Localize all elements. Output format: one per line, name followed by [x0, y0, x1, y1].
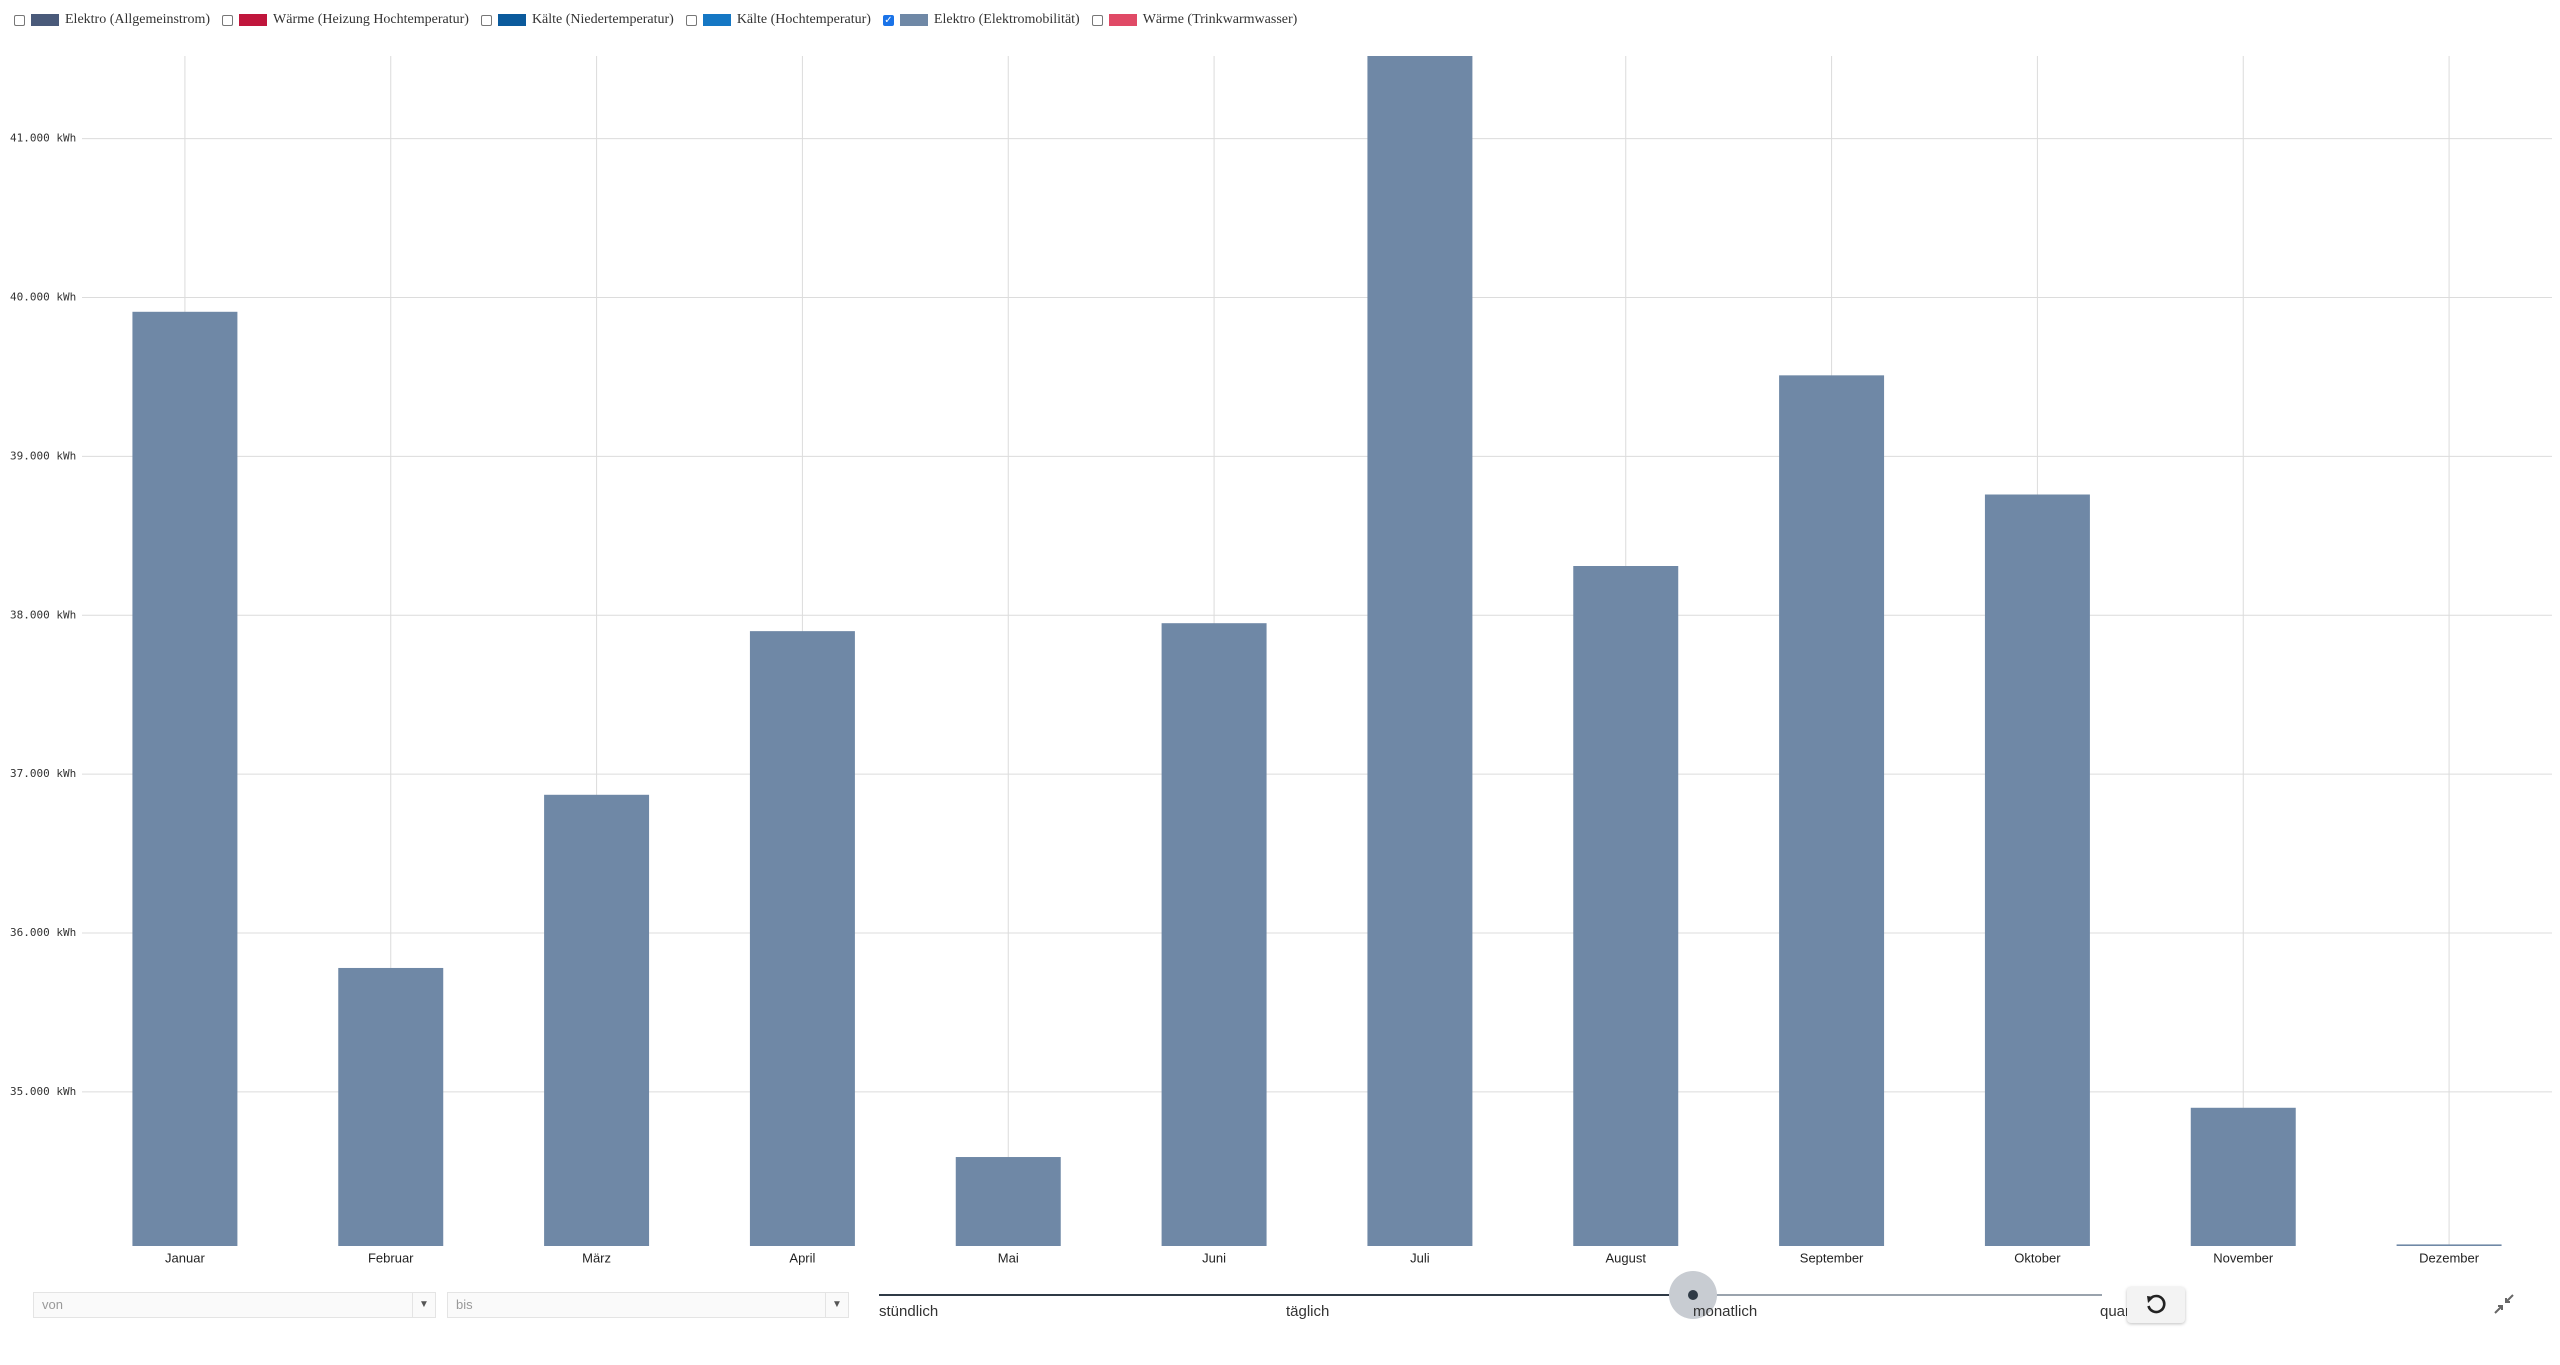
y-tick-label: 36.000 kWh — [10, 926, 76, 939]
legend-label: Kälte (Hochtemperatur) — [736, 12, 871, 27]
collapse-icon[interactable] — [2492, 1292, 2516, 1316]
legend-label: Wärme (Heizung Hochtemperatur) — [273, 12, 469, 27]
reset-icon — [2147, 1294, 2166, 1314]
bar — [1984, 494, 2090, 1246]
bar — [1161, 623, 1267, 1246]
bar — [749, 631, 855, 1246]
legend-checkbox[interactable] — [222, 14, 234, 26]
bar — [2396, 1244, 2502, 1246]
to-select[interactable]: bis ▼ — [447, 1292, 849, 1318]
legend-item: Kälte (Niedertemperatur) — [480, 12, 674, 28]
legend-item: Elektro (Allgemeinstrom) — [14, 12, 210, 28]
resolution-label: stündlich — [879, 1303, 939, 1320]
bar — [338, 967, 444, 1246]
legend-swatch — [497, 14, 526, 26]
bar — [1779, 375, 1885, 1246]
x-tick-label: Oktober — [2014, 1250, 2061, 1265]
bar — [2190, 1107, 2296, 1246]
legend-item: ✓ Elektro (Elektromobilität) — [882, 12, 1080, 28]
reset-button[interactable] — [2127, 1287, 2185, 1323]
x-tick-label: August — [1606, 1250, 1647, 1265]
x-tick-label: November — [2213, 1250, 2274, 1265]
legend-item: Kälte (Hochtemperatur) — [685, 12, 871, 28]
legend-swatch — [702, 14, 731, 26]
bar — [1367, 56, 1473, 1246]
y-tick-label: 35.000 kWh — [10, 1085, 76, 1098]
x-tick-label: Juni — [1202, 1250, 1226, 1265]
legend-item: Wärme (Heizung Hochtemperatur) — [222, 12, 469, 28]
legend-swatch — [899, 14, 928, 26]
legend-checkbox[interactable] — [480, 14, 492, 26]
bar — [955, 1157, 1061, 1246]
legend-label: Elektro (Elektromobilität) — [933, 12, 1080, 27]
x-tick-label: Mai — [998, 1250, 1019, 1265]
legend-checkbox[interactable]: ✓ — [882, 14, 894, 26]
x-tick-label: September — [1800, 1250, 1864, 1265]
legend-label: Wärme (Trinkwarmwasser) — [1142, 12, 1298, 27]
x-tick-label: März — [582, 1250, 611, 1265]
y-tick-label: 38.000 kWh — [10, 608, 76, 621]
y-tick-label: 37.000 kWh — [10, 767, 76, 780]
bar — [1573, 566, 1679, 1246]
x-tick-label: Dezember — [2419, 1250, 2480, 1265]
to-placeholder: bis — [456, 1297, 473, 1312]
from-select[interactable]: von ▼ — [33, 1292, 436, 1318]
x-tick-label: Juli — [1410, 1250, 1430, 1265]
dropdown-arrow: ▼ — [412, 1293, 435, 1317]
legend-swatch — [239, 14, 268, 26]
legend: Elektro (Allgemeinstrom) Wärme (Heizung H… — [14, 12, 1309, 28]
legend-label: Kälte (Niedertemperatur) — [531, 12, 674, 27]
bar — [132, 311, 238, 1246]
resolution-label: monatlich — [1693, 1303, 1758, 1320]
legend-checkbox[interactable] — [1091, 14, 1103, 26]
x-tick-label: Januar — [165, 1250, 205, 1265]
resolution-label: quar — [2100, 1303, 2131, 1320]
legend-checkbox[interactable] — [685, 14, 697, 26]
bar — [544, 794, 650, 1246]
y-tick-label: 40.000 kWh — [10, 290, 76, 303]
legend-label: Elektro (Allgemeinstrom) — [65, 12, 211, 27]
legend-swatch — [31, 14, 59, 26]
resolution-label: täglich — [1286, 1303, 1330, 1320]
y-tick-label: 41.000 kWh — [10, 132, 76, 145]
y-tick-label: 39.000 kWh — [10, 449, 76, 462]
from-placeholder: von — [42, 1297, 63, 1312]
legend-item: Wärme (Trinkwarmwasser) — [1091, 12, 1298, 28]
legend-checkbox[interactable] — [14, 14, 25, 26]
slider-handle[interactable] — [1688, 1290, 1698, 1300]
legend-swatch — [1108, 14, 1137, 26]
x-tick-label: April — [789, 1250, 815, 1265]
x-tick-label: Februar — [368, 1250, 414, 1265]
chart: 35.000 kWh 36.000 kWh 37.000 kWh 38.000 kWh… — [10, 56, 2552, 1265]
dropdown-arrow: ▼ — [825, 1293, 848, 1317]
